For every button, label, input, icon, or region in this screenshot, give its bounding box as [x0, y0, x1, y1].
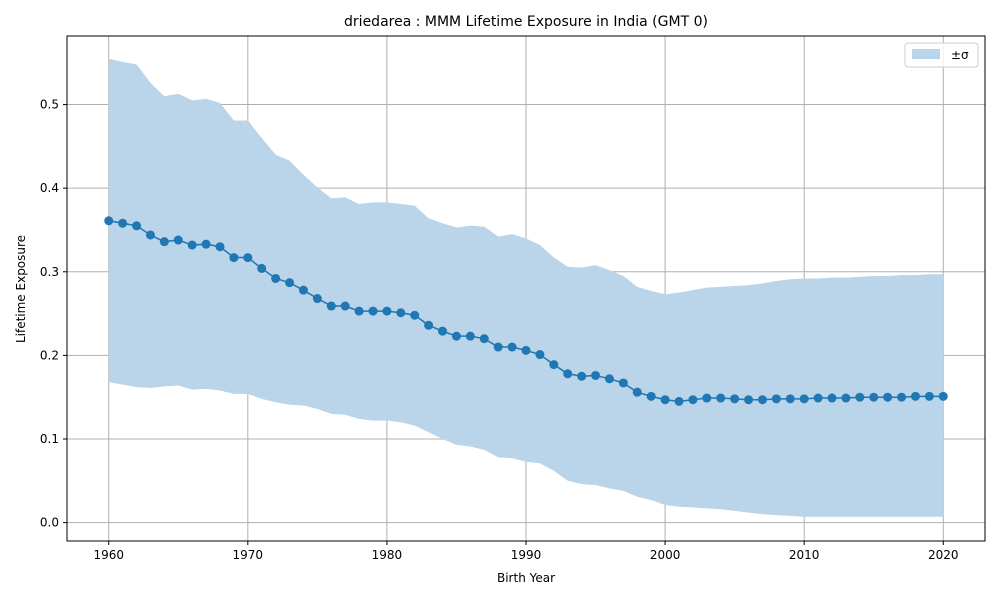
data-point — [591, 370, 601, 380]
data-point — [702, 393, 712, 403]
data-point — [771, 394, 781, 404]
data-point — [396, 308, 406, 318]
x-tick-label: 1970 — [233, 548, 264, 562]
data-point — [201, 239, 211, 249]
data-point — [493, 342, 503, 352]
x-tick-label: 2020 — [928, 548, 959, 562]
y-axis-ticks: 0.0 0.1 0.2 0.3 0.4 0.5 — [40, 98, 67, 530]
x-tick-label: 2010 — [789, 548, 820, 562]
x-tick-label: 2000 — [650, 548, 681, 562]
data-point — [312, 294, 322, 304]
data-point — [368, 306, 378, 316]
data-point — [897, 392, 907, 402]
data-point — [521, 345, 531, 355]
data-point — [271, 273, 281, 283]
data-point — [910, 391, 920, 401]
data-point — [785, 394, 795, 404]
data-point — [410, 310, 420, 320]
data-point — [229, 253, 239, 263]
legend-swatch — [912, 49, 940, 59]
y-tick-label: 0.3 — [40, 265, 59, 279]
y-tick-label: 0.5 — [40, 98, 59, 112]
data-point — [604, 374, 614, 384]
data-point — [716, 393, 726, 403]
y-tick-label: 0.0 — [40, 516, 59, 530]
y-axis-label: Lifetime Exposure — [14, 235, 28, 343]
data-point — [938, 391, 948, 401]
data-point — [257, 263, 267, 273]
data-point — [688, 395, 698, 405]
x-tick-label: 1990 — [511, 548, 542, 562]
data-point — [507, 342, 517, 352]
data-point — [340, 301, 350, 311]
data-point — [243, 253, 253, 263]
data-point — [145, 230, 155, 240]
data-point — [424, 320, 434, 330]
data-point — [730, 394, 740, 404]
data-point — [354, 306, 364, 316]
data-point — [132, 221, 142, 231]
data-point — [285, 278, 295, 288]
data-point — [382, 306, 392, 316]
x-tick-label: 1980 — [372, 548, 403, 562]
data-point — [841, 393, 851, 403]
y-tick-label: 0.4 — [40, 181, 59, 195]
data-point — [674, 396, 684, 406]
data-point — [799, 394, 809, 404]
data-point — [215, 242, 225, 252]
y-tick-label: 0.1 — [40, 432, 59, 446]
data-point — [451, 331, 461, 341]
data-point — [479, 334, 489, 344]
data-point — [577, 371, 587, 381]
y-tick-label: 0.2 — [40, 348, 59, 362]
data-point — [632, 387, 642, 397]
data-point — [883, 392, 893, 402]
data-point — [618, 378, 628, 388]
data-point — [465, 331, 475, 341]
data-point — [869, 392, 879, 402]
data-point — [563, 369, 573, 379]
chart-title: driedarea : MMM Lifetime Exposure in Ind… — [344, 14, 708, 30]
data-point — [549, 360, 559, 370]
x-tick-label: 1960 — [93, 548, 124, 562]
data-point — [173, 235, 183, 245]
data-point — [660, 395, 670, 405]
data-point — [744, 395, 754, 405]
data-point — [855, 392, 865, 402]
data-point — [118, 218, 128, 228]
legend: ±σ — [904, 42, 979, 68]
series — [104, 216, 948, 406]
data-point — [757, 395, 767, 405]
data-point — [646, 391, 656, 401]
data-point — [187, 240, 197, 250]
data-point — [326, 301, 336, 311]
data-point — [104, 216, 114, 226]
x-axis-label: Birth Year — [497, 571, 555, 585]
data-point — [535, 350, 545, 360]
data-point — [159, 237, 169, 247]
data-point — [298, 285, 308, 295]
legend-label: ±σ — [951, 48, 969, 62]
data-point — [813, 393, 823, 403]
data-point — [827, 393, 837, 403]
data-point — [438, 326, 448, 336]
x-axis-ticks: 1960 1970 1980 1990 2000 2010 2020 — [93, 541, 959, 562]
data-point — [924, 391, 934, 401]
